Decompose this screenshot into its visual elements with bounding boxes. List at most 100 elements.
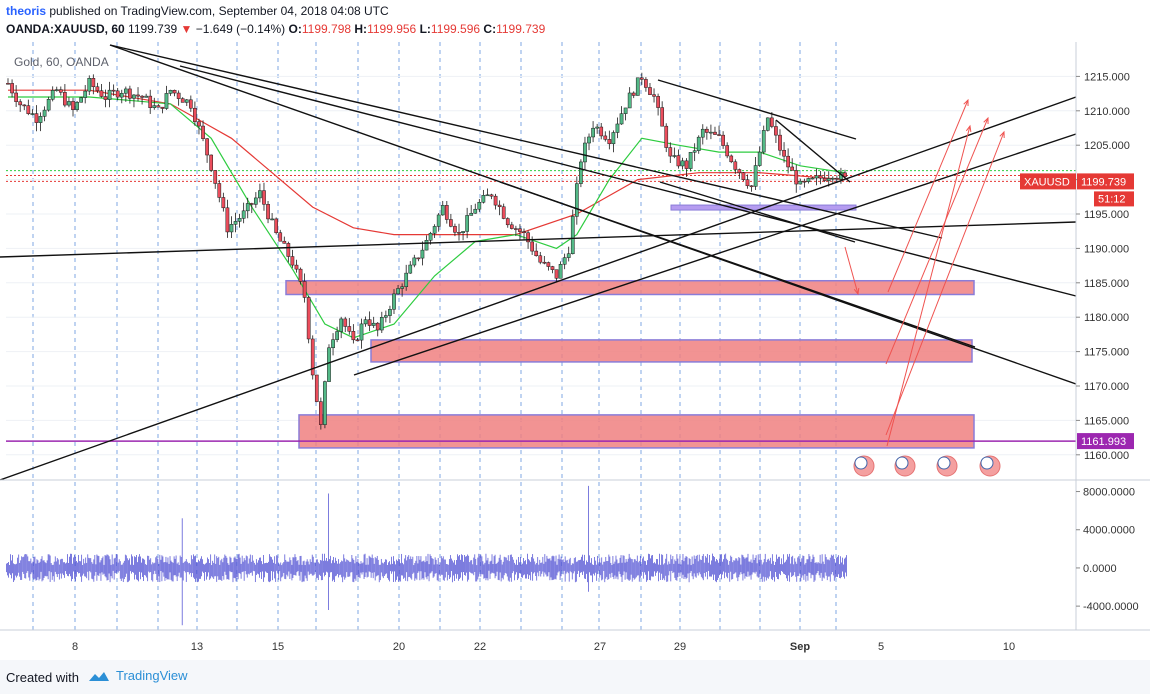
candle-body — [428, 233, 433, 241]
candle-body — [343, 318, 348, 327]
candle-body — [843, 172, 847, 177]
level-price-label: 1161.993 — [1081, 436, 1126, 448]
candle-body — [172, 89, 177, 94]
candle-body — [225, 207, 230, 233]
candle-body — [115, 90, 120, 98]
candle-body — [607, 139, 612, 145]
candle-body — [830, 177, 835, 180]
support-zone — [298, 414, 975, 449]
candle-body — [717, 134, 721, 136]
candle-body — [550, 266, 555, 270]
candle-body — [201, 125, 205, 139]
candle-body — [193, 107, 197, 122]
candle-body — [392, 293, 396, 310]
volume-tick-label: 0.0000 — [1083, 563, 1117, 575]
projection-arrow — [844, 246, 859, 295]
candle-body — [241, 210, 246, 219]
candle-body — [310, 338, 315, 376]
trendline — [109, 44, 943, 239]
footer: Created with TradingView — [0, 660, 1150, 694]
candle-body — [713, 131, 717, 135]
candle-body — [518, 228, 522, 232]
time-tick-label: 22 — [474, 641, 486, 653]
time-tick-label: 27 — [594, 641, 606, 653]
trendline — [659, 181, 856, 243]
candle-body — [379, 317, 384, 331]
candle-body — [67, 101, 71, 106]
arrow-head-icon — [965, 124, 972, 133]
candle-body — [489, 194, 494, 197]
trendline — [0, 96, 1077, 481]
candle-body — [237, 218, 242, 222]
open-label: O: — [288, 22, 302, 36]
candle-body — [274, 218, 279, 233]
candle-body — [639, 77, 644, 80]
volume-bars — [6, 485, 847, 626]
price-tick-label: 1180.000 — [1084, 312, 1129, 324]
candle-body — [176, 92, 181, 99]
candle-body — [631, 92, 636, 96]
candle-body — [741, 172, 746, 180]
candle-body — [745, 179, 750, 187]
candle-body — [477, 201, 482, 210]
author-username[interactable]: theoris — [6, 4, 47, 18]
candle-body — [497, 204, 502, 208]
candle-body — [75, 101, 79, 110]
candle-body — [778, 134, 782, 151]
candle-body — [180, 98, 185, 103]
level-price-label-bg — [1077, 433, 1134, 450]
down-arrow-icon: ▼ — [180, 22, 193, 36]
time-tick-label: 29 — [674, 641, 686, 653]
candle-body — [444, 205, 449, 220]
publish-info: published on TradingView.com, September … — [49, 4, 389, 18]
symbol-label: XAUUSD — [1024, 176, 1070, 188]
candle-body — [566, 253, 571, 258]
candle-body — [457, 232, 461, 234]
us-flag-icon — [980, 456, 994, 470]
candle-body — [140, 95, 144, 98]
candle-body — [810, 177, 815, 180]
time-tick-label: Sep — [790, 641, 810, 653]
candle-body — [684, 160, 689, 169]
candle-body — [335, 331, 339, 340]
candle-body — [197, 121, 201, 127]
candle-body — [258, 190, 262, 199]
candle-body — [436, 214, 441, 227]
candle-body — [814, 175, 819, 179]
us-flag-icon — [937, 456, 951, 470]
candle-body — [688, 152, 693, 169]
candle-body — [822, 177, 827, 181]
candle-body — [119, 93, 124, 98]
trendline — [179, 65, 1077, 297]
projection-arrow — [885, 117, 989, 365]
candle-body — [599, 126, 604, 137]
price-chart[interactable]: 1215.0001210.0001205.0001200.0001195.000… — [0, 42, 1150, 660]
candle-body — [107, 89, 112, 100]
candle-body — [152, 105, 157, 108]
candle-body — [217, 183, 222, 198]
time-tick-label: 15 — [272, 641, 284, 653]
candle-body — [770, 117, 774, 127]
price-tick-label: 1160.000 — [1084, 450, 1129, 462]
candle-body — [205, 138, 209, 156]
countdown-label-bg — [1094, 191, 1134, 207]
candle-body — [420, 249, 425, 259]
candle-body — [26, 105, 31, 114]
last-price: 1199.739 — [128, 22, 178, 36]
us-flag-icon — [895, 456, 909, 470]
candle-body — [63, 92, 67, 106]
projection-arrows — [844, 98, 1005, 477]
candle-body — [71, 101, 75, 110]
candle-body — [168, 89, 173, 94]
ma-slow-line — [8, 89, 846, 236]
us-flag-icon — [854, 456, 868, 470]
candle-body — [538, 255, 543, 263]
time-tick-label: 13 — [191, 641, 203, 653]
candle-body — [826, 178, 831, 181]
candle-body — [749, 185, 754, 188]
tradingview-link[interactable]: TradingView — [88, 668, 188, 684]
candle-body — [351, 331, 356, 341]
candle-body — [359, 323, 364, 341]
candle-body — [774, 126, 778, 136]
arrow-head-icon — [853, 287, 860, 296]
